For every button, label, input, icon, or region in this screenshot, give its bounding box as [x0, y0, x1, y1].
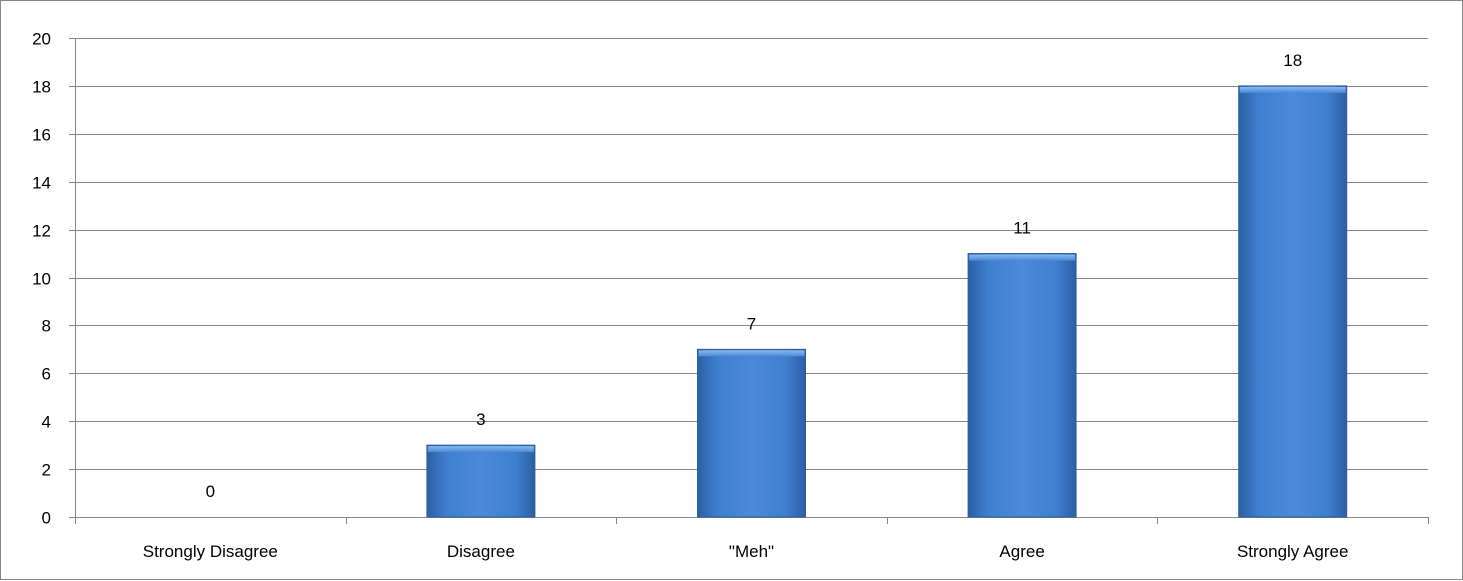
bar — [1238, 85, 1348, 518]
bar-highlight — [1239, 86, 1346, 93]
y-tick-label: 4 — [42, 413, 51, 432]
y-tick-label: 10 — [32, 270, 51, 289]
axes — [69, 38, 1429, 524]
y-tick-label: 16 — [32, 126, 51, 145]
y-tick-label: 12 — [32, 222, 51, 241]
bar — [967, 253, 1077, 518]
data-label: 3 — [476, 410, 485, 429]
x-tick-label: Disagree — [447, 542, 515, 561]
bars — [426, 85, 1348, 518]
data-label: 7 — [747, 314, 756, 333]
bar-highlight — [698, 350, 805, 357]
x-tick-label: Agree — [999, 542, 1044, 561]
y-tick-label: 18 — [32, 78, 51, 97]
labels: 0 2 4 6 8 10 12 14 16 18 20 0 Strongly Disagree 3 Disa… — [32, 30, 1348, 562]
bar-highlight — [427, 446, 534, 453]
data-label: 0 — [206, 482, 215, 501]
data-label: 11 — [1013, 219, 1031, 238]
y-tick-label: 2 — [42, 461, 51, 480]
x-tick-label: Strongly Disagree — [143, 542, 278, 561]
bar — [697, 348, 806, 518]
y-tick-label: 20 — [32, 30, 51, 49]
y-tick-label: 6 — [42, 365, 51, 384]
y-tick-label: 8 — [42, 317, 51, 336]
data-label: 18 — [1283, 51, 1302, 70]
x-tick-label: "Meh" — [729, 542, 774, 561]
y-tick-label: 0 — [42, 509, 51, 528]
y-tick-label: 14 — [32, 174, 51, 193]
bar-highlight — [969, 254, 1076, 261]
bar — [426, 444, 536, 518]
x-tick-label: Strongly Agree — [1237, 542, 1349, 561]
gridlines — [75, 38, 1428, 470]
